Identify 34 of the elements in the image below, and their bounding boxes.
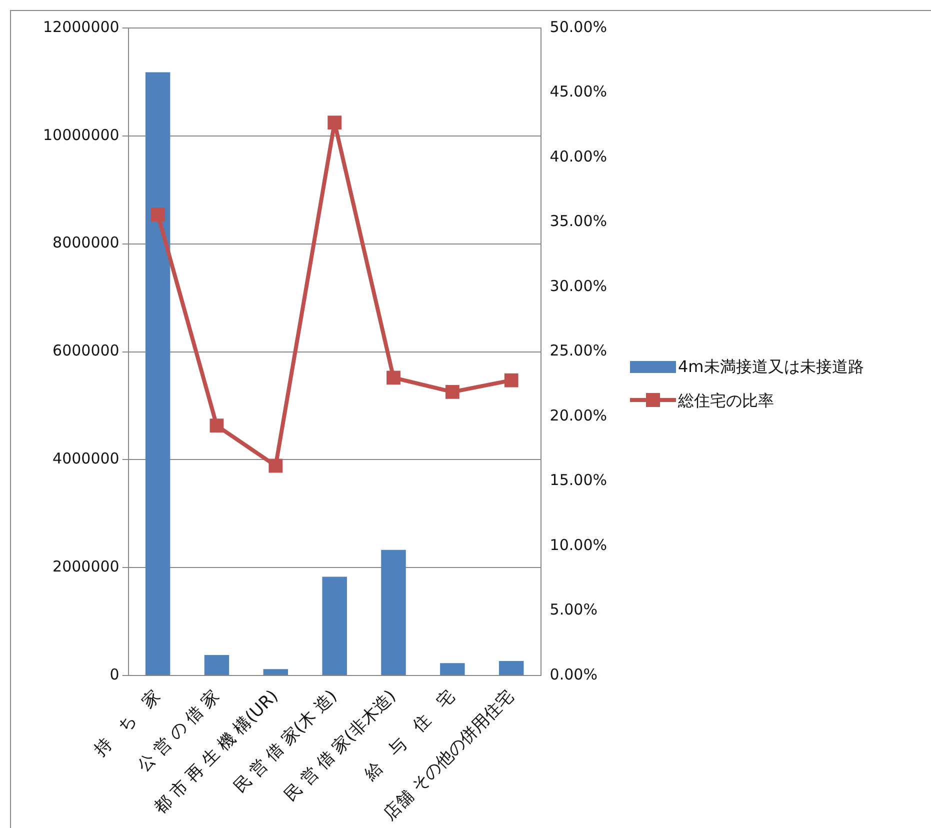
- y2-tick-label: 5.00%: [550, 600, 598, 619]
- point: [445, 384, 460, 399]
- y2-tick-label: 35.00%: [550, 212, 608, 230]
- legend-label: 総住宅の比率: [678, 390, 774, 412]
- y2-tick-label: 10.00%: [550, 536, 608, 554]
- point: [328, 116, 342, 130]
- y-tick-label: 8000000: [52, 234, 120, 252]
- y-tick-label: 12000000: [42, 18, 120, 36]
- point: [268, 458, 283, 473]
- point: [150, 208, 165, 222]
- y-tick-label: 6000000: [52, 342, 120, 360]
- y2-tick-label: 45.00%: [550, 82, 608, 101]
- y2-tick-label: 25.00%: [550, 342, 608, 360]
- y-tick-label: 4000000: [52, 450, 120, 468]
- y2-tick-label: 15.00%: [550, 471, 608, 490]
- bar: [440, 663, 465, 676]
- y-tick-label: 0: [110, 665, 120, 684]
- y-tick-label: 10000000: [42, 126, 120, 144]
- y2-tick-label: 40.00%: [550, 147, 608, 166]
- bar: [322, 576, 347, 676]
- bar: [145, 72, 170, 676]
- point: [386, 370, 400, 385]
- y-tick-label: 2000000: [52, 558, 120, 576]
- point: [210, 418, 224, 433]
- y2-tick-label: 50.00%: [550, 18, 608, 36]
- bar: [498, 660, 524, 676]
- y2-tick-label: 30.00%: [550, 276, 608, 295]
- legend-label: 4m未満接道又は未接道路: [678, 356, 864, 378]
- bar: [381, 550, 406, 676]
- y2-tick-label: 20.00%: [550, 406, 608, 424]
- bar: [204, 655, 230, 676]
- y2-tick-label: 0.00%: [550, 665, 598, 684]
- bar: [263, 669, 288, 676]
- point: [504, 373, 518, 388]
